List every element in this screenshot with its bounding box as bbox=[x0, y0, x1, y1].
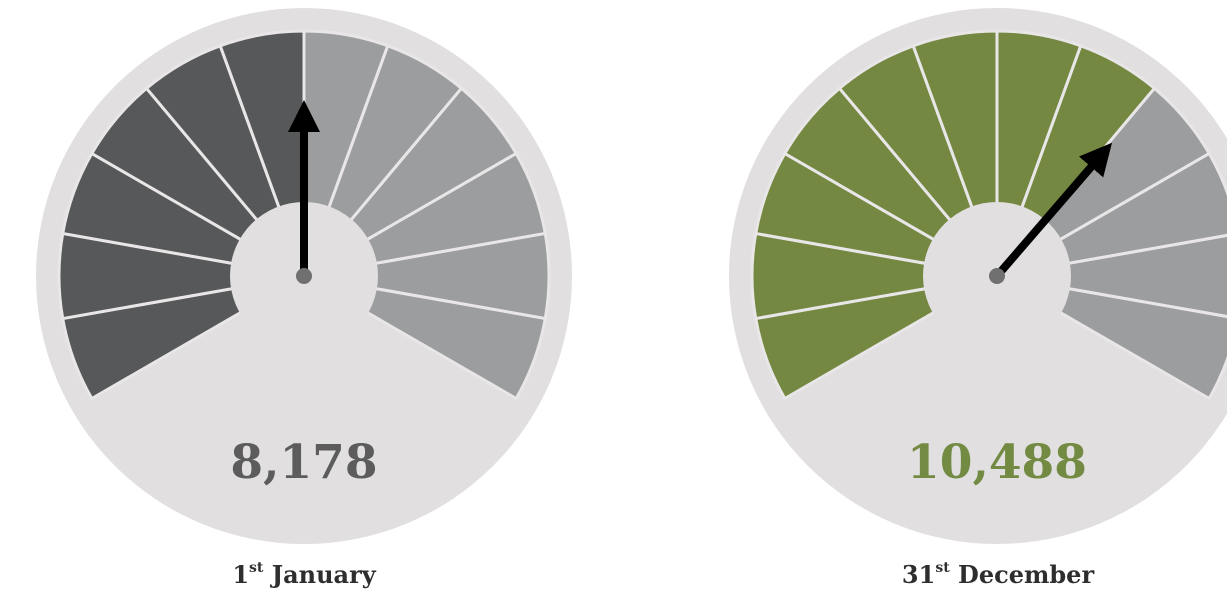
caption-month: December bbox=[958, 560, 1095, 589]
caption-suffix: st bbox=[935, 560, 950, 576]
gauge-needle bbox=[993, 142, 1113, 279]
gauge-end: 10,488 bbox=[729, 8, 1227, 544]
gauge-segment-unfilled bbox=[996, 233, 1227, 319]
gauge-caption-end: 31st December bbox=[838, 560, 1158, 589]
caption-month: January bbox=[271, 560, 376, 589]
gauge-pivot bbox=[989, 268, 1005, 284]
caption-day: 31 bbox=[901, 560, 936, 589]
gauge-pivot bbox=[296, 268, 312, 284]
gauge-start: 8,178 bbox=[36, 8, 572, 544]
gauge-caption-start: 1st January bbox=[144, 560, 464, 589]
caption-suffix: st bbox=[249, 560, 264, 576]
gauge-value-label: 8,178 bbox=[230, 435, 377, 490]
gauge-value-label: 10,488 bbox=[907, 435, 1087, 490]
caption-day: 1 bbox=[232, 560, 250, 589]
